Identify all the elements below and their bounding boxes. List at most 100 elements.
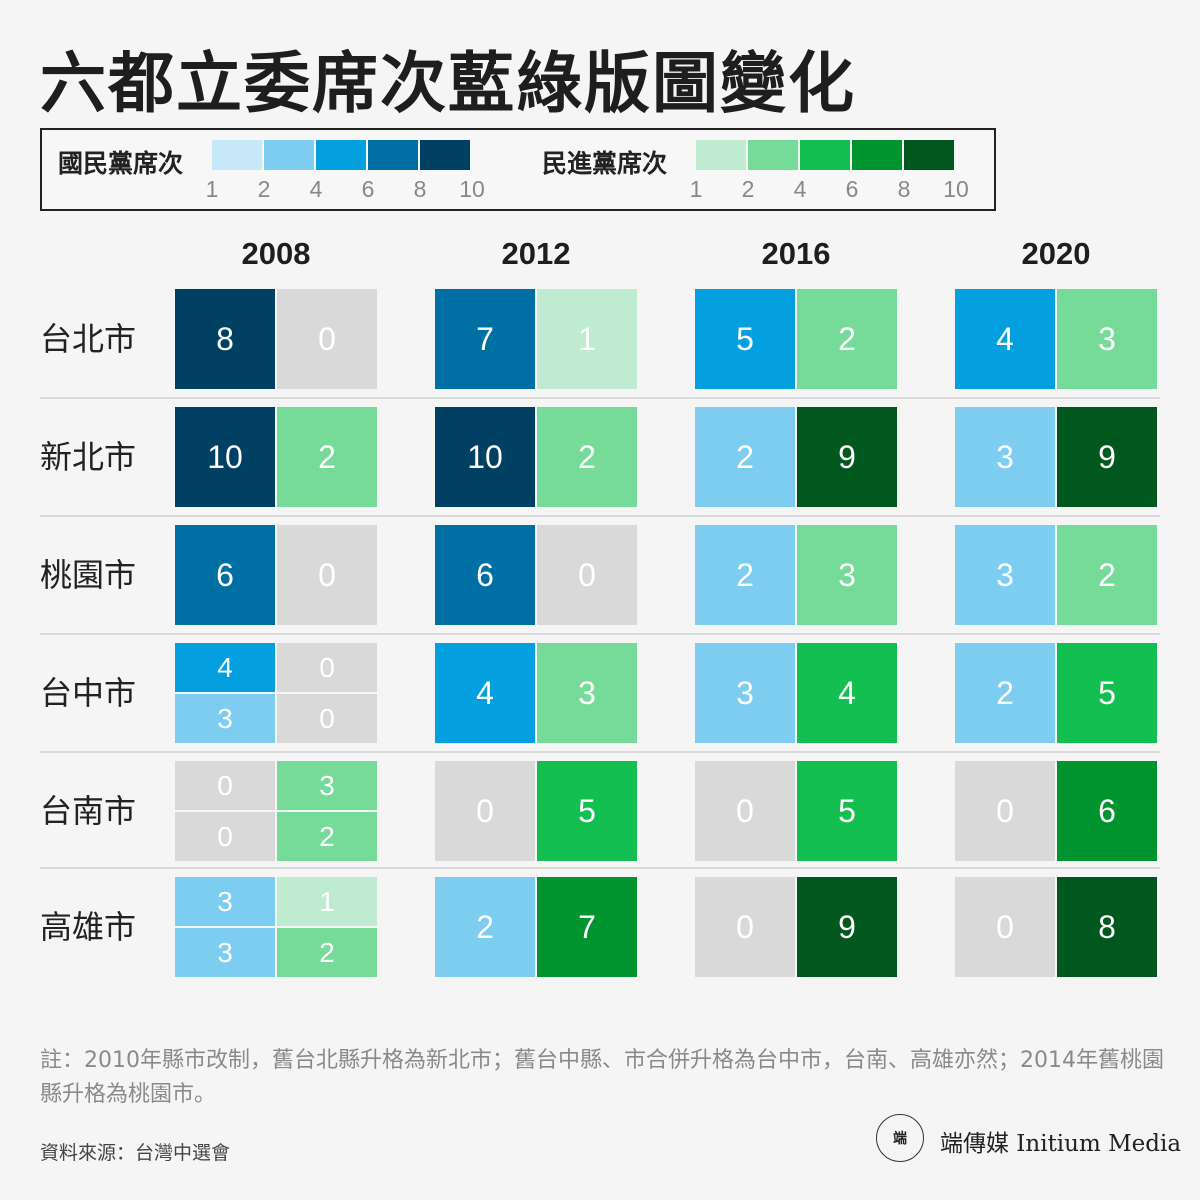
dpp-seat-value: 9 [797,877,897,977]
kmt-seat-column: 6 [435,525,535,625]
kmt-seat-value: 2 [435,877,535,977]
kmt-seat-column: 10 [435,407,535,507]
kmt-seat-value: 4 [175,643,275,692]
city-label: 桃園市 [40,556,137,594]
row-divider [40,867,1160,869]
dpp-tick-label: 8 [897,176,911,202]
seat-cell: 10 2 [435,407,637,507]
dpp-swatch [904,140,954,170]
dpp-swatch [852,140,902,170]
kmt-tick-label: 1 [205,176,219,202]
kmt-seat-value: 4 [955,289,1055,389]
brand-name: 端傳媒 Initium Media [940,1131,1182,1157]
kmt-tick-label: 2 [257,176,271,202]
row-divider [40,751,1160,753]
dpp-seat-value: 2 [277,812,377,861]
dpp-seat-column: 9 [797,407,897,507]
seat-cell: 10 2 [175,407,377,507]
kmt-seat-column: 0 [435,761,535,861]
dpp-seat-column: 2 [537,407,637,507]
kmt-seat-column: 2 [435,877,535,977]
dpp-seat-column: 5 [797,761,897,861]
dpp-color-scale [696,140,954,170]
dpp-seat-column: 7 [537,877,637,977]
dpp-seat-value: 1 [277,877,377,926]
kmt-seat-column: 0 [955,761,1055,861]
dpp-tick-label: 2 [741,176,755,202]
legend: 國民黨席次 1 2 4 6 8 10 民進黨席次 1 2 4 6 8 10 [40,128,996,211]
dpp-seat-value: 3 [797,525,897,625]
dpp-seat-column: 3 [797,525,897,625]
kmt-seat-value: 3 [175,694,275,743]
dpp-seat-column: 9 [797,877,897,977]
dpp-seat-value: 7 [537,877,637,977]
kmt-seat-column: 0 [695,761,795,861]
dpp-seat-column: 2 [1057,525,1157,625]
kmt-color-scale [212,140,470,170]
kmt-seat-column: 3 [955,525,1055,625]
row-divider [40,515,1160,517]
kmt-seat-column: 5 [695,289,795,389]
dpp-seat-value: 3 [1057,289,1157,389]
kmt-tick-label: 6 [361,176,375,202]
kmt-seat-column: 0 [955,877,1055,977]
dpp-seat-value: 9 [1057,407,1157,507]
kmt-seat-value: 0 [955,761,1055,861]
kmt-seat-column: 4 [435,643,535,743]
dpp-tick-label: 4 [793,176,807,202]
city-label: 台南市 [40,792,137,830]
kmt-seat-value: 10 [435,407,535,507]
dpp-seat-column: 3 [1057,289,1157,389]
dpp-tick-label: 1 [689,176,703,202]
kmt-swatch [212,140,262,170]
kmt-seat-column: 2 [695,407,795,507]
kmt-seat-column: 2 [955,643,1055,743]
initium-logo-icon: 端 [876,1114,924,1162]
dpp-seat-value: 6 [1057,761,1157,861]
dpp-seat-value: 0 [277,525,377,625]
kmt-seat-column: 3 [955,407,1055,507]
dpp-seat-column: 4 [797,643,897,743]
dpp-seat-column: 0 [537,525,637,625]
dpp-seat-value: 3 [537,643,637,743]
kmt-seat-value: 4 [435,643,535,743]
year-header: 2016 [761,236,831,271]
dpp-swatch [748,140,798,170]
kmt-swatch [368,140,418,170]
year-header: 2008 [241,236,311,271]
dpp-seat-value: 1 [537,289,637,389]
dpp-seat-value: 3 [277,761,377,810]
kmt-seat-column: 10 [175,407,275,507]
city-label: 高雄市 [40,908,137,946]
dpp-seat-column: 2 [797,289,897,389]
kmt-seat-column: 2 [695,525,795,625]
kmt-tick-label: 8 [413,176,427,202]
dpp-swatch [696,140,746,170]
kmt-seat-column: 6 [175,525,275,625]
dpp-seat-column: 6 [1057,761,1157,861]
dpp-seat-value: 5 [797,761,897,861]
kmt-seat-value: 3 [955,525,1055,625]
data-source: 資料來源：台灣中選會 [40,1142,231,1164]
dpp-seat-column: 0 [277,289,377,389]
kmt-swatch [316,140,366,170]
kmt-seat-value: 0 [695,877,795,977]
kmt-swatch [420,140,470,170]
